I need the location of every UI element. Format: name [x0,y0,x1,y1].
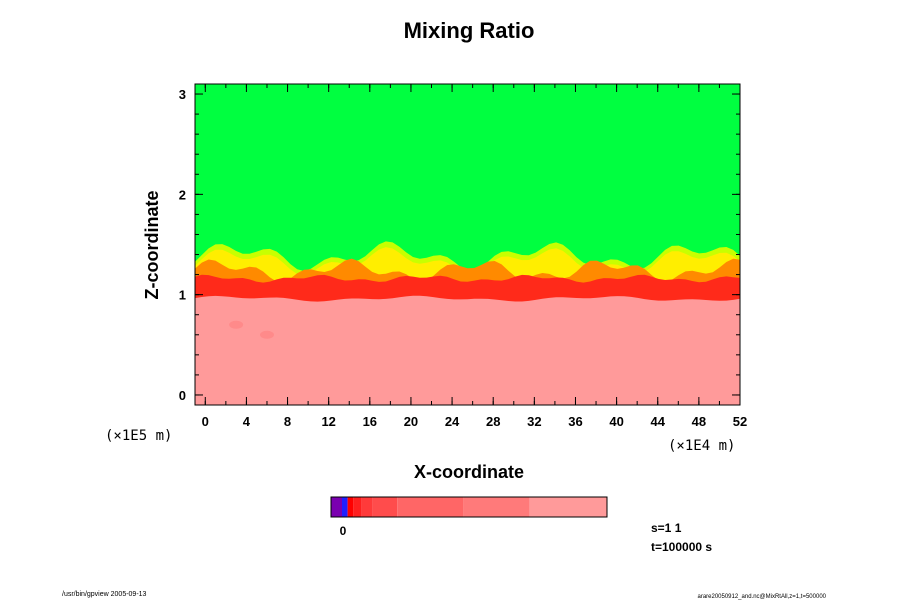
colorbar-swatch-1 [342,497,348,517]
x-tick-label-44: 44 [651,414,666,429]
x-tick-label-48: 48 [692,414,706,429]
x-tick-label-20: 20 [404,414,418,429]
footer-left: /usr/bin/gpview 2005-09-13 [62,591,147,598]
x-tick-label-36: 36 [568,414,582,429]
pink-blob-1 [259,330,274,339]
x-tick-label-0: 0 [202,414,209,429]
y-scale-label: (×1E5 m) [105,428,172,444]
y-tick-label-2: 2 [179,187,186,202]
colorbar-swatch-7 [463,497,530,517]
footer-right: arare20050912_and.nc@MixRtAll,z=1,t=5000… [697,594,826,600]
x-tick-label-12: 12 [321,414,335,429]
y-axis-ticks: 0 1 2 3 [179,87,740,403]
t-annotation: t=100000 s [651,540,712,554]
colorbar-swatch-6 [397,497,464,517]
x-scale-label: (×1E4 m) [668,438,735,454]
pink-blob-0 [229,320,244,329]
colorbar-swatch-8 [529,497,607,517]
s-annotation: s=1 1 [651,521,682,535]
x-tick-label-16: 16 [363,414,377,429]
x-tick-label-24: 24 [445,414,460,429]
chart-title: Mixing Ratio [404,18,535,43]
y-tick-label-0: 0 [179,388,186,403]
colorbar-swatch-0 [331,497,342,517]
colorbar-swatches [331,497,607,517]
x-tick-label-28: 28 [486,414,500,429]
colorbar-swatch-4 [361,497,373,517]
colorbar-swatch-5 [372,497,398,517]
colorbar-frame [330,496,608,518]
y-tick-label-3: 3 [179,87,186,102]
colorbar-swatch-2 [347,497,354,517]
x-tick-label-52: 52 [733,414,747,429]
x-tick-label-8: 8 [284,414,291,429]
x-axis-ticks: 0 4 8 12 16 20 24 28 32 36 40 44 48 52 [202,84,747,429]
x-axis-label: X-coordinate [414,462,524,482]
lower-pink-layer [195,295,740,405]
plot-frame [194,83,741,406]
x-tick-label-40: 40 [609,414,623,429]
colorbar-swatch-3 [353,497,362,517]
y-tick-label-1: 1 [179,288,186,303]
x-tick-label-4: 4 [243,414,251,429]
y-axis-label: Z-coordinate [142,190,162,299]
colorbar-tick-label: 0 [340,524,347,538]
colorbar: 0 [330,496,608,538]
field-layers [195,241,740,405]
x-tick-label-32: 32 [527,414,541,429]
